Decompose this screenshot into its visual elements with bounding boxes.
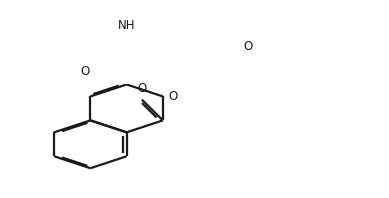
Text: O: O [137, 82, 147, 95]
Text: NH: NH [118, 19, 135, 32]
Text: O: O [169, 90, 178, 103]
Text: O: O [243, 40, 252, 53]
Text: O: O [80, 65, 89, 78]
